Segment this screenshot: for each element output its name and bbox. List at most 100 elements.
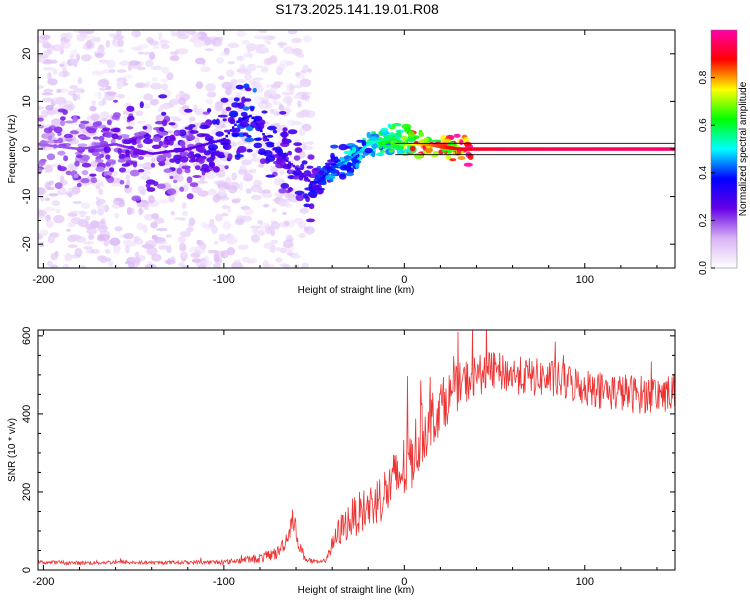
heatmap-noise-blob bbox=[218, 75, 225, 81]
heatmap-ridge-cell bbox=[364, 145, 367, 149]
heatmap-noise-blob bbox=[94, 92, 99, 96]
heatmap-noise-blob bbox=[245, 260, 254, 264]
heatmap-ridge-cell bbox=[355, 152, 358, 155]
heatmap-band-blob bbox=[194, 165, 201, 171]
heatmap-band-blob bbox=[383, 134, 393, 138]
heatmap-ridge-cell bbox=[398, 140, 402, 143]
heatmap-band-blob bbox=[253, 142, 263, 149]
heatmap-ridge-cell bbox=[104, 144, 107, 147]
heatmap-band-blob bbox=[145, 183, 151, 189]
heatmap-noise-blob bbox=[55, 208, 61, 214]
heatmap-band-blob bbox=[98, 135, 105, 142]
heatmap-noise-blob bbox=[286, 194, 295, 198]
heatmap-noise-blob bbox=[51, 200, 61, 206]
heatmap-noise-blob bbox=[287, 252, 294, 256]
heatmap-noise-blob bbox=[274, 101, 283, 106]
heatmap-band-blob bbox=[126, 105, 135, 112]
heatmap-ridge-cell bbox=[65, 146, 68, 149]
heatmap-noise-blob bbox=[74, 247, 83, 257]
heatmap-noise-blob bbox=[108, 261, 114, 267]
heatmap-noise-blob bbox=[214, 258, 223, 264]
heatmap-band-blob bbox=[89, 173, 97, 177]
spectrogram-y-tick-label: -10 bbox=[21, 189, 33, 205]
spectrogram-x-tick-label: 100 bbox=[576, 274, 594, 286]
heatmap-noise-blob bbox=[215, 39, 223, 47]
heatmap-band-blob bbox=[158, 140, 164, 147]
heatmap-band-blob bbox=[457, 156, 466, 160]
heatmap-band-blob bbox=[63, 133, 73, 139]
heatmap-ridge-cell bbox=[71, 147, 75, 150]
heatmap-band-blob bbox=[109, 167, 115, 173]
heatmap-ridge-cell bbox=[257, 126, 261, 129]
heatmap-noise-blob bbox=[303, 35, 312, 43]
heatmap-band-blob bbox=[418, 132, 424, 137]
heatmap-band-blob bbox=[143, 133, 152, 139]
heatmap-band-blob bbox=[154, 120, 165, 125]
heatmap-ridge-cell bbox=[589, 147, 592, 151]
heatmap-noise-blob bbox=[237, 244, 249, 250]
heatmap-noise-blob bbox=[265, 102, 272, 109]
heatmap-ridge-cell bbox=[251, 116, 254, 120]
heatmap-ridge-cell bbox=[242, 117, 246, 120]
heatmap-noise-blob bbox=[220, 249, 229, 259]
heatmap-ridge-cell bbox=[392, 138, 395, 141]
heatmap-noise-blob bbox=[275, 257, 283, 263]
heatmap-band-blob bbox=[467, 153, 474, 161]
heatmap-ridge-cell bbox=[413, 143, 417, 146]
heatmap-noise-blob bbox=[179, 230, 192, 238]
heatmap-ridge-cell bbox=[60, 145, 64, 149]
snr-y-tick-label: 0 bbox=[21, 567, 33, 573]
heatmap-band-blob bbox=[63, 155, 69, 162]
heatmap-ridge-cell bbox=[461, 147, 464, 151]
heatmap-ridge-cell bbox=[522, 147, 525, 151]
heatmap-band-blob bbox=[246, 148, 253, 153]
heatmap-ridge-cell bbox=[253, 119, 257, 123]
heatmap-noise-blob bbox=[46, 44, 55, 51]
heatmap-noise-blob bbox=[60, 40, 71, 49]
heatmap-band-blob bbox=[106, 159, 117, 164]
heatmap-ridge-cell bbox=[41, 143, 44, 146]
heatmap-noise-blob bbox=[53, 214, 65, 224]
heatmap-band-blob bbox=[217, 114, 228, 118]
heatmap-ridge-cell bbox=[485, 147, 488, 151]
heatmap-ridge-cell bbox=[99, 144, 103, 148]
heatmap-ridge-cell bbox=[526, 147, 529, 151]
heatmap-noise-blob bbox=[85, 35, 97, 41]
heatmap-ridge-cell bbox=[478, 147, 482, 151]
colorbar-frame bbox=[710, 29, 738, 269]
heatmap-ridge-cell bbox=[86, 146, 90, 150]
heatmap-noise-blob bbox=[252, 77, 264, 81]
heatmap-band-blob bbox=[113, 127, 121, 133]
heatmap-ridge-cell bbox=[54, 145, 57, 148]
heatmap-noise-blob bbox=[99, 118, 109, 122]
heatmap-noise-blob bbox=[44, 206, 56, 212]
heatmap-noise-blob bbox=[81, 54, 92, 62]
heatmap-noise-blob bbox=[64, 253, 73, 262]
heatmap-band-blob bbox=[62, 109, 68, 115]
heatmap-noise-blob bbox=[236, 30, 246, 37]
heatmap-noise-blob bbox=[279, 42, 285, 49]
heatmap-band-blob bbox=[259, 158, 266, 165]
heatmap-band-blob bbox=[119, 167, 126, 173]
heatmap-noise-blob bbox=[291, 47, 303, 56]
heatmap-band-blob bbox=[388, 149, 394, 153]
heatmap-ridge-cell bbox=[102, 144, 105, 148]
heatmap-ridge-cell bbox=[491, 147, 495, 151]
heatmap-noise-blob bbox=[221, 124, 227, 129]
heatmap-band-blob bbox=[215, 150, 221, 157]
heatmap-noise-blob bbox=[90, 249, 100, 254]
heatmap-band-blob bbox=[423, 137, 429, 143]
heatmap-ridge-cell bbox=[340, 162, 343, 165]
spectrogram-y-tick-label: 0 bbox=[21, 146, 33, 152]
heatmap-band-blob bbox=[242, 132, 249, 136]
heatmap-noise-blob bbox=[65, 32, 73, 41]
heatmap-ridge-cell bbox=[290, 163, 293, 166]
heatmap-noise-blob bbox=[239, 182, 244, 191]
heatmap-ridge-cell bbox=[519, 147, 523, 151]
heatmap-ridge-cell bbox=[240, 118, 244, 121]
heatmap-ridge-cell bbox=[39, 143, 42, 146]
heatmap-ridge-cell bbox=[156, 151, 159, 155]
heatmap-noise-blob bbox=[196, 239, 201, 245]
heatmap-noise-blob bbox=[76, 53, 81, 61]
heatmap-band-blob bbox=[125, 149, 131, 156]
